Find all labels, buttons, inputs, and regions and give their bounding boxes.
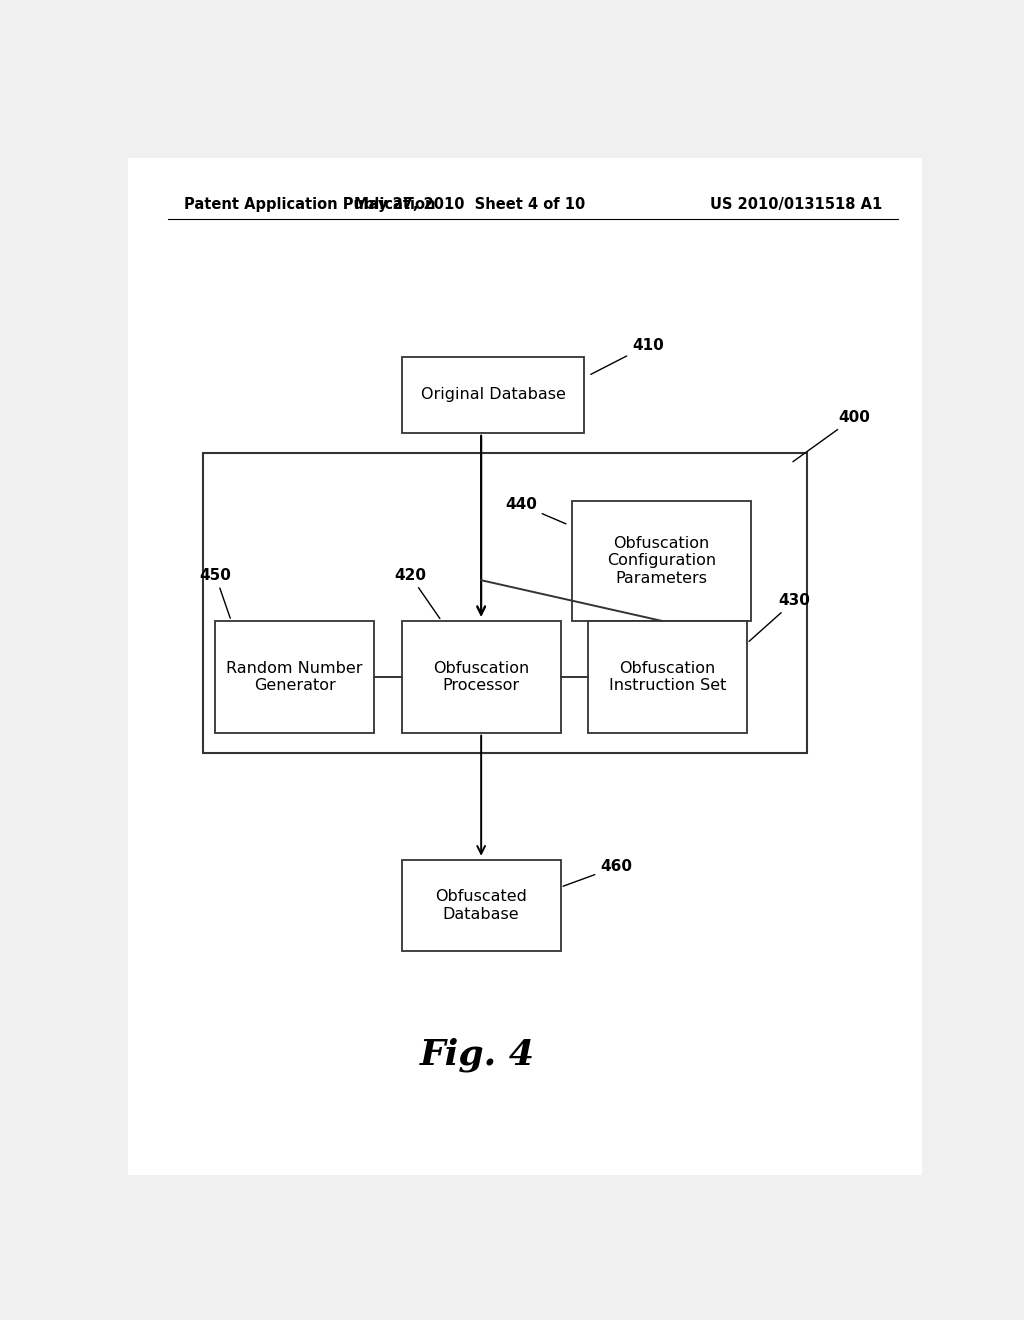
Text: 460: 460 <box>563 859 632 886</box>
FancyBboxPatch shape <box>572 500 751 620</box>
Text: 440: 440 <box>505 498 566 524</box>
Text: Obfuscated
Database: Obfuscated Database <box>435 890 527 921</box>
Text: Random Number
Generator: Random Number Generator <box>226 660 362 693</box>
Text: Obfuscation
Instruction Set: Obfuscation Instruction Set <box>609 660 726 693</box>
Text: Fig. 4: Fig. 4 <box>420 1038 535 1072</box>
Text: Original Database: Original Database <box>421 387 565 403</box>
FancyBboxPatch shape <box>128 158 922 1175</box>
FancyBboxPatch shape <box>204 453 807 752</box>
Text: 410: 410 <box>591 338 664 375</box>
Text: 450: 450 <box>200 568 231 618</box>
FancyBboxPatch shape <box>588 620 748 733</box>
FancyBboxPatch shape <box>215 620 374 733</box>
Text: May 27, 2010  Sheet 4 of 10: May 27, 2010 Sheet 4 of 10 <box>353 197 585 211</box>
Text: Obfuscation
Configuration
Parameters: Obfuscation Configuration Parameters <box>607 536 716 586</box>
Text: 420: 420 <box>394 568 440 619</box>
Text: 430: 430 <box>750 593 811 642</box>
FancyBboxPatch shape <box>401 356 585 433</box>
FancyBboxPatch shape <box>401 859 560 952</box>
Text: Patent Application Publication: Patent Application Publication <box>183 197 435 211</box>
Text: 400: 400 <box>793 411 870 462</box>
Text: US 2010/0131518 A1: US 2010/0131518 A1 <box>710 197 882 211</box>
FancyBboxPatch shape <box>401 620 560 733</box>
Text: Obfuscation
Processor: Obfuscation Processor <box>433 660 529 693</box>
